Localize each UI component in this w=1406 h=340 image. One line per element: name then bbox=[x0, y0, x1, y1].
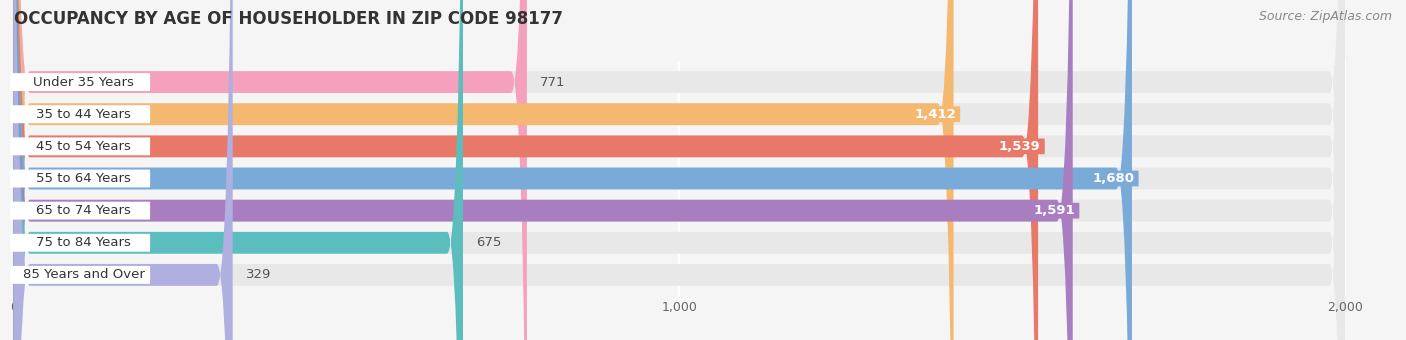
FancyBboxPatch shape bbox=[1088, 171, 1139, 186]
FancyBboxPatch shape bbox=[14, 0, 1346, 340]
Text: Under 35 Years: Under 35 Years bbox=[34, 75, 134, 89]
FancyBboxPatch shape bbox=[14, 0, 1346, 340]
FancyBboxPatch shape bbox=[14, 0, 527, 340]
Text: 35 to 44 Years: 35 to 44 Years bbox=[37, 108, 131, 121]
FancyBboxPatch shape bbox=[14, 0, 1346, 340]
FancyBboxPatch shape bbox=[10, 202, 150, 220]
FancyBboxPatch shape bbox=[10, 105, 150, 123]
Text: 65 to 74 Years: 65 to 74 Years bbox=[37, 204, 131, 217]
Text: 1,591: 1,591 bbox=[1033, 204, 1076, 217]
FancyBboxPatch shape bbox=[910, 106, 960, 122]
FancyBboxPatch shape bbox=[14, 0, 1073, 340]
FancyBboxPatch shape bbox=[10, 170, 150, 187]
Text: 675: 675 bbox=[477, 236, 502, 249]
FancyBboxPatch shape bbox=[14, 0, 232, 340]
Text: 329: 329 bbox=[246, 268, 271, 282]
Text: 75 to 84 Years: 75 to 84 Years bbox=[37, 236, 131, 249]
FancyBboxPatch shape bbox=[14, 0, 1346, 340]
FancyBboxPatch shape bbox=[10, 266, 150, 284]
FancyBboxPatch shape bbox=[1029, 203, 1080, 219]
Text: 1,412: 1,412 bbox=[914, 108, 956, 121]
FancyBboxPatch shape bbox=[10, 73, 150, 91]
FancyBboxPatch shape bbox=[995, 138, 1045, 154]
FancyBboxPatch shape bbox=[14, 0, 1132, 340]
Text: 55 to 64 Years: 55 to 64 Years bbox=[37, 172, 131, 185]
Text: 1,680: 1,680 bbox=[1092, 172, 1135, 185]
FancyBboxPatch shape bbox=[14, 0, 1346, 340]
FancyBboxPatch shape bbox=[10, 137, 150, 155]
FancyBboxPatch shape bbox=[14, 0, 1346, 340]
Text: 1,539: 1,539 bbox=[998, 140, 1040, 153]
Text: 85 Years and Over: 85 Years and Over bbox=[22, 268, 145, 282]
FancyBboxPatch shape bbox=[14, 0, 1038, 340]
Text: OCCUPANCY BY AGE OF HOUSEHOLDER IN ZIP CODE 98177: OCCUPANCY BY AGE OF HOUSEHOLDER IN ZIP C… bbox=[14, 10, 562, 28]
Text: Source: ZipAtlas.com: Source: ZipAtlas.com bbox=[1258, 10, 1392, 23]
Text: 771: 771 bbox=[540, 75, 565, 89]
FancyBboxPatch shape bbox=[14, 0, 463, 340]
FancyBboxPatch shape bbox=[14, 0, 953, 340]
FancyBboxPatch shape bbox=[14, 0, 1346, 340]
FancyBboxPatch shape bbox=[10, 234, 150, 252]
Text: 45 to 54 Years: 45 to 54 Years bbox=[37, 140, 131, 153]
